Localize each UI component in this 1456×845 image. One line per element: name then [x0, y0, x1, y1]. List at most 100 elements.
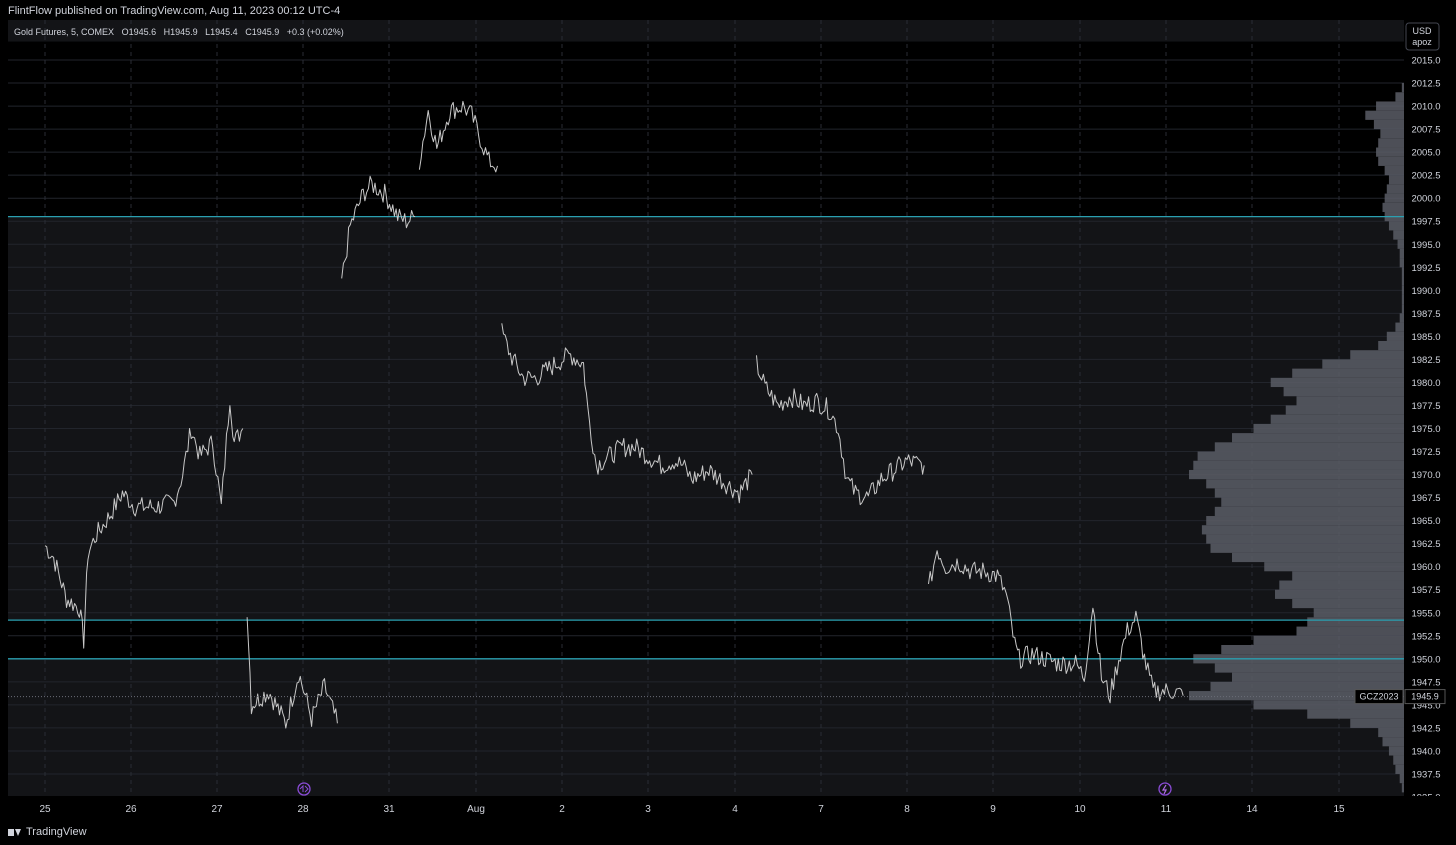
- time-tick-label: 9: [990, 804, 996, 815]
- price-tick-label: 1972.5: [1411, 447, 1440, 458]
- price-series-line: [501, 323, 753, 504]
- currency-button[interactable]: USD apoz: [1405, 22, 1440, 51]
- time-tick-label: 3: [645, 804, 651, 815]
- price-tick-label: 1940.0: [1411, 746, 1440, 757]
- volume-profile-bar: [1264, 562, 1404, 572]
- time-tick-label: Aug: [467, 804, 485, 815]
- legend-high: H1945.9: [164, 27, 198, 37]
- price-series-line: [756, 355, 925, 506]
- time-axis[interactable]: 25 26 27 28 31 Aug 2 3 4 7 8 9 10 11 14 15: [39, 804, 1345, 815]
- volume-profile-bar: [1401, 304, 1404, 314]
- volume-profile-bar: [1397, 239, 1404, 249]
- publish-header: FlintFlow published on TradingView.com, …: [8, 5, 341, 17]
- price-chart[interactable]: 2015.0 2012.5 2010.0 2007.5 2005.0 2002.5 2000…: [0, 0, 1456, 820]
- price-tick-label: 2012.5: [1411, 79, 1440, 90]
- price-tick-label: 1990.0: [1411, 286, 1440, 297]
- volume-profile-bar: [1292, 598, 1404, 609]
- price-tick-label: 1970.0: [1411, 470, 1440, 481]
- volume-profile-bar: [1378, 156, 1404, 166]
- volume-profile-bar: [1384, 165, 1404, 176]
- price-tick-label: 1980.0: [1411, 378, 1440, 389]
- volume-profile-bar: [1307, 709, 1404, 719]
- volume-profile-bar: [1253, 635, 1404, 645]
- price-tick-label: 1952.5: [1411, 631, 1440, 642]
- price-tick-label: 1975.0: [1411, 424, 1440, 435]
- horizontal-levels[interactable]: [8, 215, 1404, 660]
- volume-profile-bar: [1206, 534, 1404, 544]
- volume-profile-bar: [1221, 497, 1404, 507]
- volume-profile-bar: [1307, 617, 1404, 627]
- volume-profile-bar: [1232, 433, 1404, 443]
- volume-profile-bar: [1206, 516, 1404, 526]
- volume-profile-bar: [1376, 101, 1404, 111]
- volume-profile-bar: [1292, 571, 1404, 581]
- tradingview-brand[interactable]: TradingView: [8, 826, 87, 838]
- price-axis-bg[interactable]: [1404, 20, 1456, 820]
- chart-marker-icon[interactable]: [297, 782, 311, 796]
- volume-profile-bar: [1401, 294, 1404, 305]
- time-tick-label: 27: [211, 804, 223, 815]
- time-axis-bg[interactable]: [0, 796, 1456, 820]
- volume-profile-bar: [1382, 737, 1404, 747]
- volume-profile-bar: [1210, 681, 1404, 692]
- legend-symbol: Gold Futures, 5, COMEX: [14, 27, 114, 37]
- volume-profile-bar: [1399, 313, 1404, 323]
- volume-profile-bar: [1189, 691, 1404, 701]
- time-tick-label: 28: [297, 804, 309, 815]
- volume-profile-bar: [1279, 580, 1404, 590]
- price-axis[interactable]: 2015.0 2012.5 2010.0 2007.5 2005.0 2002.5 2000…: [1411, 56, 1440, 804]
- last-price-tag: 1945.9: [1404, 689, 1446, 705]
- price-tick-label: 1987.5: [1411, 309, 1440, 320]
- volume-profile-bar: [1373, 119, 1404, 130]
- volume-profile-bar: [1221, 645, 1404, 655]
- volume-profile-bar: [1214, 663, 1404, 673]
- volume-profile-bar: [1296, 396, 1404, 406]
- lightning-marker-icon[interactable]: [1158, 782, 1172, 796]
- price-tick-label: 1965.0: [1411, 516, 1440, 527]
- legend-line: Gold Futures, 5, COMEX O1945.6 H1945.9 L…: [14, 27, 344, 37]
- volume-profile-bar: [1313, 608, 1404, 618]
- volume-profile-bar: [1232, 552, 1404, 563]
- volume-profile-bar: [1393, 755, 1404, 765]
- volume-profile-bar: [1197, 451, 1404, 461]
- price-tick-label: 1995.0: [1411, 240, 1440, 251]
- tradingview-logo-icon: [8, 828, 22, 837]
- price-tick-label: 1985.0: [1411, 332, 1440, 343]
- volume-profile-bar: [1270, 377, 1404, 388]
- price-tick-label: 1967.5: [1411, 493, 1440, 504]
- volume-profile-bar: [1380, 129, 1404, 139]
- price-series-line: [44, 405, 244, 649]
- volume-profile-bar: [1193, 460, 1404, 470]
- volume-profile-bar: [1285, 405, 1404, 415]
- currency-unit: apoz: [1412, 37, 1432, 47]
- volume-profile-bar: [1253, 423, 1404, 434]
- volume-profile-bar: [1388, 746, 1404, 756]
- price-tick-label: 2007.5: [1411, 125, 1440, 136]
- price-tick-label: 2005.0: [1411, 148, 1440, 159]
- volume-profile-bar: [1386, 184, 1404, 194]
- volume-profile-bar: [1378, 340, 1404, 351]
- time-tick-label: 4: [732, 804, 738, 815]
- price-tick-label: 1947.5: [1411, 677, 1440, 688]
- brand-label: TradingView: [26, 826, 87, 838]
- price-tick-label: 1937.5: [1411, 769, 1440, 780]
- footer-bar: TradingView: [0, 820, 1456, 845]
- volume-profile-bar: [1253, 700, 1404, 710]
- volume-profile-bar: [1275, 589, 1404, 599]
- price-tick-label: 1997.5: [1411, 217, 1440, 228]
- volume-profile-bar: [1378, 138, 1404, 148]
- volume-profile-bar: [1401, 83, 1404, 93]
- price-series-line: [246, 617, 338, 729]
- volume-profile-bar: [1378, 727, 1404, 738]
- price-series-line: [341, 175, 416, 279]
- price-tick-label: 2015.0: [1411, 56, 1440, 67]
- volume-profile-bar: [1210, 543, 1404, 553]
- price-tick-label: 1962.5: [1411, 539, 1440, 550]
- price-tick-label: 1942.5: [1411, 723, 1440, 734]
- price-series-line: [928, 550, 1184, 704]
- time-tick-label: 10: [1074, 804, 1086, 815]
- volume-profile-bar: [1388, 221, 1404, 231]
- price-series-line: [418, 100, 498, 173]
- band-middle: [8, 620, 1404, 659]
